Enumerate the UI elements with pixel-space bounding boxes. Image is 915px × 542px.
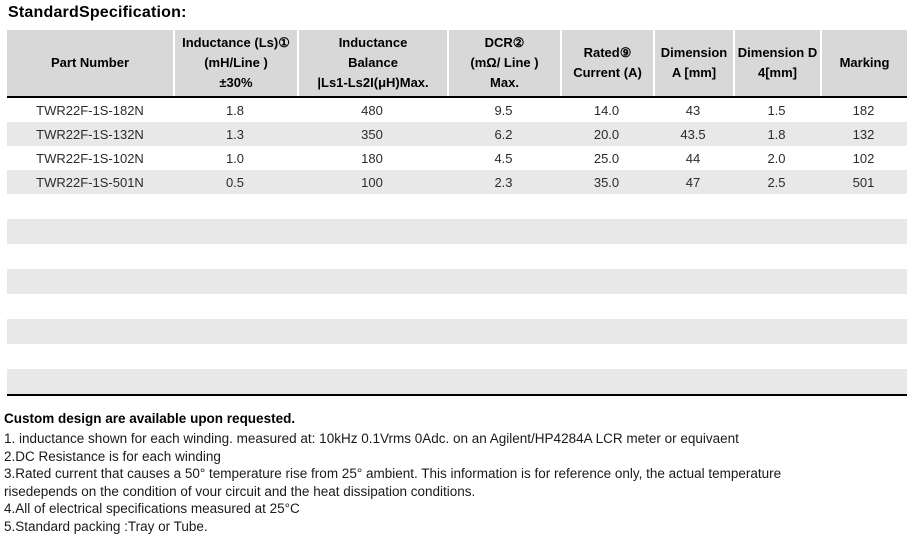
column-header-line: Dimension xyxy=(660,45,728,60)
column-header-line: A [mm] xyxy=(671,65,717,80)
column-header-line: 4[mm] xyxy=(757,65,797,80)
value-cell: 132 xyxy=(852,126,875,142)
part-number-cell: TWR22F-1S-182N xyxy=(36,102,144,118)
value-cell: 1.8 xyxy=(225,102,245,118)
value-cell: 0.5 xyxy=(225,174,245,190)
note-line: 3.Rated current that causes a 50° temper… xyxy=(4,466,782,482)
value-cell: 480 xyxy=(361,102,383,118)
value-cell: 102 xyxy=(852,150,875,166)
part-number-cell: TWR22F-1S-501N xyxy=(36,174,144,190)
page-title: StandardSpecification: xyxy=(8,4,187,21)
column-header-line: ±30% xyxy=(219,75,253,90)
part-number-cell: TWR22F-1S-132N xyxy=(36,126,144,142)
column-header-line: Dimension D xyxy=(737,45,818,60)
value-cell: 1.3 xyxy=(225,126,245,142)
value-cell: 2.5 xyxy=(767,174,786,190)
value-cell: 1.5 xyxy=(767,102,786,118)
table-row: TWR22F-1S-182N 1.8 480 9.5 14.0 43 1.5 182 xyxy=(7,98,907,122)
table-header-row: Part Number Inductance (Ls)① (mH/Line ) ±30… xyxy=(7,30,907,98)
empty-table-row xyxy=(7,344,907,369)
column-header-line: Inductance (Ls)① xyxy=(182,35,290,50)
value-cell: 1.0 xyxy=(225,150,245,166)
value-cell: 180 xyxy=(361,150,383,166)
column-header-line: Balance xyxy=(348,55,398,70)
value-cell: 25.0 xyxy=(593,150,620,166)
column-header-part-number: Part Number xyxy=(7,30,173,96)
note-line: 1. inductance shown for each winding. me… xyxy=(4,431,739,446)
table-body: TWR22F-1S-182N 1.8 480 9.5 14.0 43 1.5 182 TWR22… xyxy=(7,98,907,194)
empty-table-row xyxy=(7,194,907,219)
note-line: 5.Standard packing :Tray or Tube. xyxy=(4,518,208,534)
value-cell: 6.2 xyxy=(494,126,513,142)
column-header-line: |Ls1-Ls2I(μH)Max. xyxy=(317,75,429,90)
value-cell: 43.5 xyxy=(680,126,706,142)
empty-table-row xyxy=(7,369,907,394)
table-row: TWR22F-1S-501N 0.5 100 2.3 35.0 47 2.5 501 xyxy=(7,170,907,194)
column-header-line: Part Number xyxy=(50,55,130,70)
value-cell: 14.0 xyxy=(593,102,620,118)
value-cell: 350 xyxy=(361,126,383,142)
empty-table-row xyxy=(7,244,907,269)
column-header-line: Max. xyxy=(490,75,519,90)
column-header-line: (mΩ/ Line ) xyxy=(470,55,539,70)
value-cell: 9.5 xyxy=(494,102,513,118)
column-header-inductance: Inductance (Ls)① (mH/Line ) ±30% xyxy=(173,30,297,96)
empty-rows xyxy=(7,194,907,394)
value-cell: 501 xyxy=(852,174,875,190)
empty-table-row xyxy=(7,294,907,319)
column-header-line: Inductance xyxy=(338,35,408,50)
column-header-dimension-d: Dimension D 4[mm] xyxy=(733,30,820,96)
value-cell: 2.3 xyxy=(494,174,513,190)
value-cell: 4.5 xyxy=(494,150,513,166)
table-bottom-border xyxy=(7,394,907,396)
notes-section: Custom design are available upon request… xyxy=(4,410,909,536)
column-header-line: Marking xyxy=(839,55,890,70)
column-header-dimension-a: Dimension A [mm] xyxy=(653,30,733,96)
column-header-line: (mH/Line ) xyxy=(204,55,268,70)
notes-lines: 1. inductance shown for each winding. me… xyxy=(4,430,909,536)
spec-table: Part Number Inductance (Ls)① (mH/Line ) ±30… xyxy=(7,30,907,396)
column-header-line: Current (A) xyxy=(573,65,642,80)
note-line: 4.All of electrical specifications measu… xyxy=(4,501,300,517)
empty-table-row xyxy=(7,269,907,294)
part-number-cell: TWR22F-1S-102N xyxy=(36,150,144,166)
value-cell: 182 xyxy=(852,102,875,118)
column-header-rated-current: Rated⑨ Current (A) xyxy=(560,30,653,96)
value-cell: 2.0 xyxy=(767,150,786,166)
column-header-line: Rated⑨ xyxy=(583,45,632,60)
notes-heading: Custom design are available upon request… xyxy=(4,411,296,426)
value-cell: 43 xyxy=(685,102,701,118)
column-header-dcr: DCR② (mΩ/ Line ) Max. xyxy=(447,30,560,96)
table-row: TWR22F-1S-132N 1.3 350 6.2 20.0 43.5 1.8 132 xyxy=(7,122,907,146)
empty-table-row xyxy=(7,219,907,244)
note-line: risedepends on the condition of vour cir… xyxy=(4,483,476,499)
value-cell: 20.0 xyxy=(593,126,620,142)
value-cell: 1.8 xyxy=(767,126,786,142)
value-cell: 100 xyxy=(361,174,383,190)
column-header-marking: Marking xyxy=(820,30,907,96)
value-cell: 35.0 xyxy=(593,174,620,190)
note-line: 2.DC Resistance is for each winding xyxy=(4,448,221,464)
table-row: TWR22F-1S-102N 1.0 180 4.5 25.0 44 2.0 102 xyxy=(7,146,907,170)
value-cell: 47 xyxy=(685,174,701,190)
empty-table-row xyxy=(7,319,907,344)
column-header-inductance-balance: Inductance Balance |Ls1-Ls2I(μH)Max. xyxy=(297,30,447,96)
column-header-line: DCR② xyxy=(484,35,525,50)
value-cell: 44 xyxy=(685,150,701,166)
